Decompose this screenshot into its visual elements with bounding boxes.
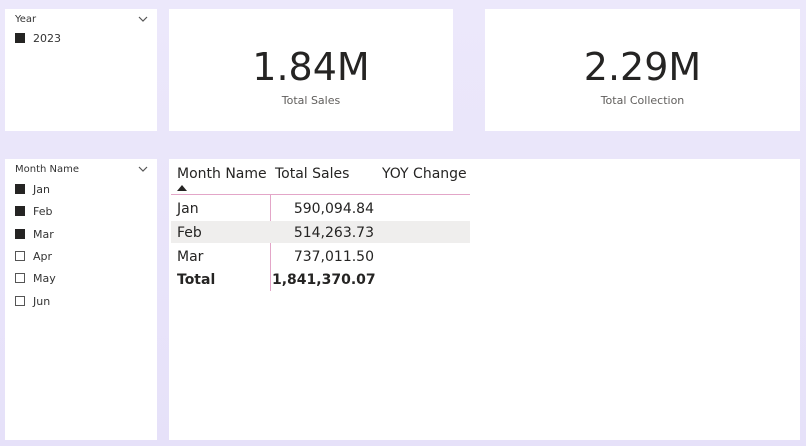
column-header-month-name[interactable]: Month Name [177, 166, 267, 182]
kpi-total-collection-card: 2.29M Total Collection [485, 9, 800, 131]
year-slicer: Year 2023 [5, 9, 157, 131]
row-stripe [171, 221, 470, 243]
cell-sales: 590,094.84 [293, 201, 374, 217]
year-slicer-title: Year [15, 14, 37, 25]
cell-month: Mar [177, 249, 204, 265]
checkbox-icon[interactable] [15, 229, 25, 239]
checkbox-icon[interactable] [15, 184, 25, 194]
kpi-total-sales-card: 1.84M Total Sales [169, 9, 453, 131]
month-option-label: May [33, 271, 56, 285]
kpi-total-sales-value: 1.84M [252, 45, 370, 89]
month-option-feb[interactable]: Feb [15, 204, 52, 218]
month-option-label: Jan [33, 182, 50, 196]
checkbox-icon[interactable] [15, 273, 25, 283]
cell-total-label: Total [177, 272, 216, 288]
chevron-down-icon[interactable] [137, 14, 149, 24]
column-divider [270, 195, 271, 291]
month-option-label: Jun [33, 294, 51, 308]
month-slicer-title: Month Name [15, 164, 80, 175]
cell-sales: 737,011.50 [293, 249, 374, 265]
cell-month: Feb [177, 225, 202, 241]
column-header-total-sales[interactable]: Total Sales [275, 166, 350, 182]
month-option-may[interactable]: May [15, 271, 56, 285]
header-divider [171, 194, 470, 195]
month-option-mar[interactable]: Mar [15, 227, 54, 241]
table-visual [169, 159, 800, 440]
month-slicer: Month Name Jan Feb Mar Apr May Jun [5, 159, 157, 440]
kpi-total-sales-label: Total Sales [281, 94, 341, 107]
column-header-yoy-change[interactable]: YOY Change [382, 166, 467, 182]
month-option-jun[interactable]: Jun [15, 294, 50, 308]
year-option-2023[interactable]: 2023 [15, 31, 61, 45]
month-option-label: Mar [33, 227, 54, 241]
cell-sales: 514,263.73 [293, 225, 374, 241]
checkbox-icon[interactable] [15, 33, 25, 43]
year-option-label: 2023 [33, 31, 61, 45]
checkbox-icon[interactable] [15, 251, 25, 261]
checkbox-icon[interactable] [15, 206, 25, 216]
cell-total-sales: 1,841,370.07 [272, 272, 376, 288]
chevron-down-icon[interactable] [137, 164, 149, 174]
kpi-total-collection-label: Total Collection [600, 94, 685, 107]
checkbox-icon[interactable] [15, 296, 25, 306]
kpi-total-collection-value: 2.29M [583, 45, 702, 89]
cell-month: Jan [177, 201, 199, 217]
month-option-label: Apr [33, 249, 53, 263]
month-option-apr[interactable]: Apr [15, 249, 52, 263]
sort-ascending-icon[interactable] [177, 185, 187, 191]
month-option-jan[interactable]: Jan [15, 182, 50, 196]
month-option-label: Feb [33, 204, 53, 218]
